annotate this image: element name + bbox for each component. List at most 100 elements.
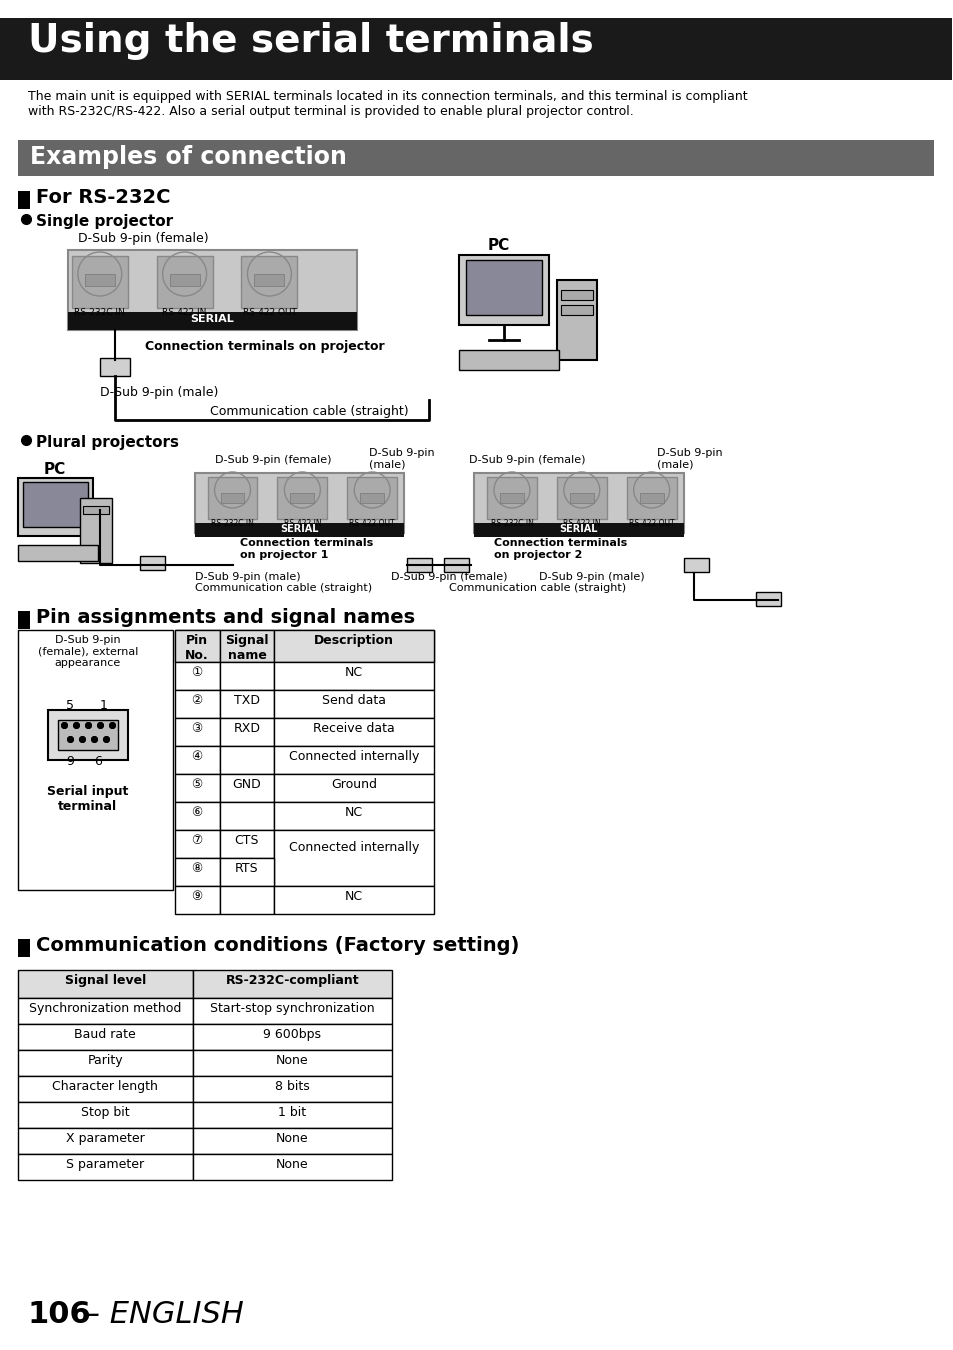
Text: Connected internally: Connected internally [289,841,419,855]
Bar [68,250,356,329]
Text: Character length: Character length [52,1080,158,1094]
Text: D-Sub 9-pin (male): D-Sub 9-pin (male) [100,386,218,400]
Text: Using the serial terminals: Using the serial terminals [28,22,593,59]
Text: D-Sub 9-pin (female): D-Sub 9-pin (female) [78,232,209,244]
Text: NC: NC [345,666,363,679]
Bar [274,630,434,662]
Text: None: None [275,1158,309,1170]
Text: D-Sub 9-pin
(female), external
appearance: D-Sub 9-pin (female), external appearanc… [37,634,138,668]
Bar [193,1025,392,1050]
Bar [474,522,683,537]
Bar [466,261,541,315]
Bar [58,720,117,751]
Text: 5: 5 [66,699,73,711]
Bar [274,718,434,747]
Text: Parity: Parity [88,1054,123,1067]
Text: Ground: Ground [331,778,376,791]
Text: – ENGLISH: – ENGLISH [74,1300,243,1328]
Bar [219,859,274,886]
Bar [174,630,434,662]
Bar [219,690,274,718]
Bar [18,1154,193,1180]
Bar [139,556,165,570]
Bar [85,274,114,286]
Text: Communication conditions (Factory setting): Communication conditions (Factory settin… [36,936,518,954]
Bar [193,998,392,1025]
Text: D-Sub 9-pin (female): D-Sub 9-pin (female) [214,455,331,464]
Bar [80,498,112,563]
Bar [174,774,219,802]
Bar [360,493,384,504]
Text: Start-stop synchronization: Start-stop synchronization [210,1002,375,1015]
Bar [274,802,434,830]
Text: Examples of connection: Examples of connection [30,144,347,169]
Bar [219,662,274,690]
Bar [18,140,933,176]
Text: D-Sub 9-pin (male): D-Sub 9-pin (male) [538,572,644,582]
Bar [486,477,537,518]
Bar [71,256,128,308]
Bar [18,630,172,890]
Text: RS-422 OUT: RS-422 OUT [242,308,296,317]
Text: Connected internally: Connected internally [289,751,419,763]
Bar [174,802,219,830]
Text: D-Sub 9-pin (male): D-Sub 9-pin (male) [194,572,300,582]
Bar [560,290,592,300]
Text: ②: ② [192,694,202,707]
Bar [193,1154,392,1180]
Bar [557,279,597,360]
Text: ⑥: ⑥ [192,806,202,819]
Text: D-Sub 9-pin
(male): D-Sub 9-pin (male) [369,448,435,470]
Text: For RS-232C: For RS-232C [36,188,171,207]
Text: Stop bit: Stop bit [81,1106,130,1119]
Bar [274,774,434,802]
Text: Single projector: Single projector [36,215,172,230]
Text: Serial input
terminal: Serial input terminal [47,784,129,813]
Text: Communication cable (straight): Communication cable (straight) [194,583,372,593]
Bar [219,774,274,802]
Bar [18,1050,193,1076]
Bar [208,477,257,518]
Bar [499,493,523,504]
Bar [156,256,213,308]
Bar [0,18,951,80]
Bar [68,312,356,329]
Bar [194,472,404,533]
Bar [277,477,327,518]
Bar [18,1025,193,1050]
Bar [219,802,274,830]
Text: ⑨: ⑨ [192,890,202,903]
Text: ①: ① [192,666,202,679]
Text: S parameter: S parameter [66,1158,144,1170]
Bar [458,350,558,370]
Bar [18,971,193,998]
Bar [290,493,314,504]
Bar [48,710,128,760]
Bar [193,1102,392,1129]
Text: PC: PC [44,462,66,477]
Bar [347,477,396,518]
Text: ⑤: ⑤ [192,778,202,791]
Bar [170,274,199,286]
Text: RTS: RTS [235,863,258,875]
Bar [241,256,297,308]
Bar [174,859,219,886]
Text: D-Sub 9-pin (female): D-Sub 9-pin (female) [469,455,585,464]
Bar [100,358,130,377]
Text: 106: 106 [28,1300,91,1328]
Bar [193,1129,392,1154]
Text: Pin
No.: Pin No. [185,634,209,662]
Bar [683,558,708,572]
Bar [569,493,593,504]
Bar [219,886,274,914]
Bar [174,690,219,718]
Text: Connection terminals
on projector 2: Connection terminals on projector 2 [494,539,626,560]
Text: RS-232C IN: RS-232C IN [74,308,125,317]
Bar [756,593,781,606]
Bar [18,612,30,629]
Bar [193,1076,392,1102]
Ellipse shape [84,273,115,288]
Text: RXD: RXD [233,722,260,734]
Bar [193,971,392,998]
Bar [174,830,219,859]
